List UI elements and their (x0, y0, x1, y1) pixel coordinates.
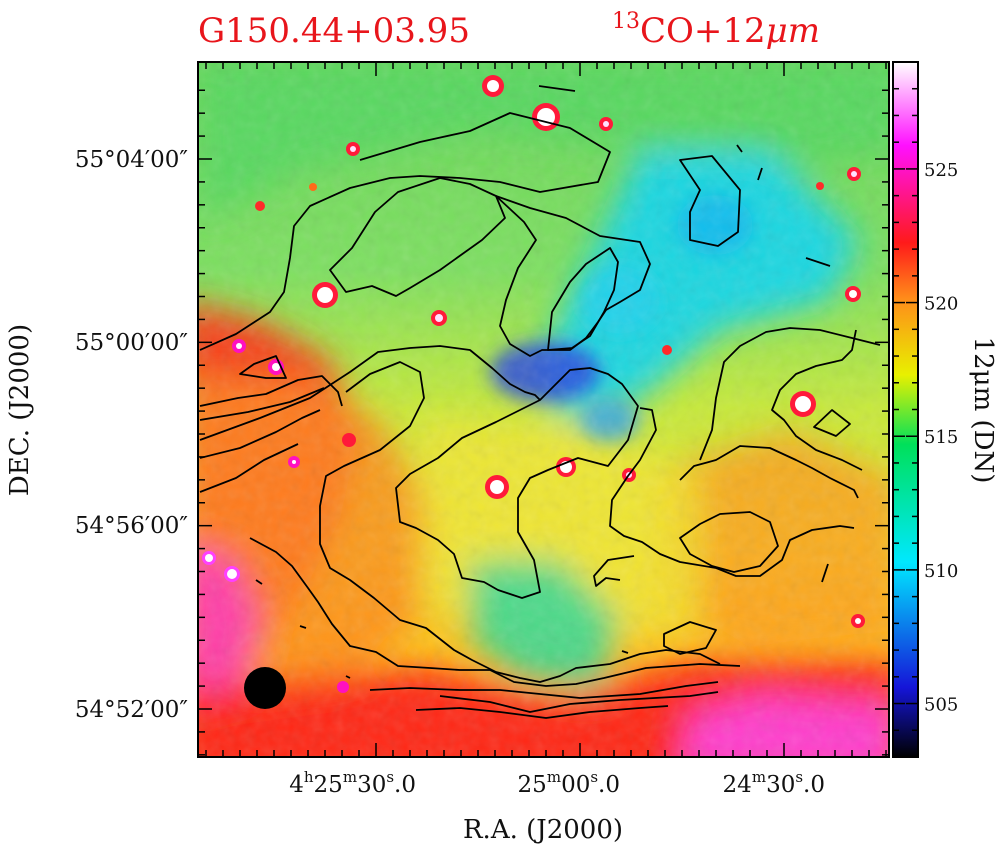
contour (199, 443, 299, 493)
image-panel (198, 62, 889, 757)
x-tick-unit: m (547, 768, 561, 786)
contour (736, 144, 763, 181)
y-tick-label: 55°00′00″ (75, 330, 189, 356)
title-unit: μm (766, 11, 820, 51)
contour (805, 257, 831, 267)
y-tick-label: 55°04′00″ (75, 147, 189, 173)
point-source-core (795, 396, 811, 412)
point-source-core (236, 343, 242, 349)
colorbar-label-text: 12μm (DN) (968, 337, 998, 484)
x-tick-labels: 4h25m30s.0 25m00s.0 24m30s.0 (289, 768, 825, 798)
contour (538, 85, 576, 92)
contour (199, 345, 639, 599)
contour (319, 361, 721, 683)
contour (593, 555, 635, 587)
colorbar-ticks: 505 510 515 520 525 (893, 61, 958, 758)
point-source (342, 433, 356, 447)
contour (199, 387, 325, 421)
point-source (662, 345, 672, 355)
contour (415, 705, 669, 719)
point-source (255, 201, 265, 211)
contour (679, 445, 859, 499)
contour (609, 407, 855, 577)
point-source-core (292, 460, 296, 464)
x-tick-unit: s (795, 768, 803, 786)
colorbar-tick-label: 525 (924, 160, 958, 181)
y-tick-label: 54°52′00″ (75, 697, 189, 723)
point-source-core (350, 146, 356, 152)
x-tick-unit: h (304, 768, 314, 786)
tick-marks (198, 62, 889, 757)
point-source (816, 182, 824, 190)
point-source-core (603, 121, 609, 127)
x-tick-label: 24m30s.0 (723, 768, 825, 798)
co-contours (199, 85, 881, 719)
x-tick-unit: m (752, 768, 766, 786)
colorbar-label: 12μm (DN) (968, 337, 998, 484)
colorbar-tick-label: 505 (924, 695, 958, 716)
point-sources (202, 75, 865, 693)
contour (199, 409, 321, 459)
x-tick-label: 4h25m30s.0 (289, 768, 416, 798)
x-tick-value: 4 (289, 772, 304, 798)
y-tick-labels: 55°04′00″ 55°00′00″ 54°56′00″ 54°52′00″ (75, 147, 189, 723)
x-tick-value: 25 (518, 772, 547, 798)
contour (621, 650, 629, 654)
image-grain (198, 62, 889, 757)
x-tick-value: 24 (723, 772, 752, 798)
plot-frame (197, 61, 890, 758)
contour (771, 329, 863, 471)
colorbar-tick-label: 520 (924, 294, 958, 315)
point-source-core (849, 290, 857, 298)
chart-title-right: 13CO+12μm (612, 9, 820, 51)
x-tick-label: 25m00s.0 (518, 768, 620, 798)
colorbar-tick-label: 515 (924, 427, 958, 448)
point-source-core (490, 480, 504, 494)
contour (679, 511, 779, 573)
x-tick-value: 25 (314, 772, 343, 798)
contour (547, 247, 619, 351)
colorbar-tick-label: 510 (924, 561, 958, 582)
point-source (337, 681, 349, 693)
contour (679, 155, 741, 247)
contour (329, 177, 506, 297)
point-source-core (435, 314, 443, 322)
point-source-core (317, 287, 333, 303)
contour (439, 691, 719, 713)
contour (369, 681, 719, 699)
contour (821, 563, 829, 583)
point-source-core (851, 171, 857, 177)
x-tick-value: .0 (598, 772, 620, 798)
contour (663, 621, 717, 655)
contour (199, 375, 343, 407)
contour (249, 537, 741, 687)
contour (699, 327, 881, 461)
x-tick-value: .0 (803, 772, 825, 798)
x-tick-unit: m (343, 768, 357, 786)
contour (813, 409, 851, 437)
point-source (309, 183, 317, 191)
y-axis-label: DEC. (J2000) (5, 324, 35, 496)
x-tick-unit: s (590, 768, 598, 786)
x-tick-unit: s (386, 768, 394, 786)
chart-title-left: G150.44+03.95 (198, 11, 470, 51)
point-source-core (855, 618, 861, 624)
point-source-core (272, 363, 280, 371)
contour (255, 579, 351, 679)
beam-circle (244, 667, 286, 709)
title-sup: 13 (612, 9, 640, 34)
x-tick-value: 00 (561, 772, 590, 798)
contour (239, 355, 287, 379)
y-tick-label: 54°56′00″ (75, 513, 189, 539)
contour (199, 112, 611, 351)
x-tick-value: 30 (357, 772, 386, 798)
x-axis-label: R.A. (J2000) (463, 815, 623, 845)
title-main: CO+12 (640, 11, 766, 51)
point-source-core (227, 569, 237, 579)
x-tick-value: 30 (766, 772, 795, 798)
point-source-core (205, 554, 213, 562)
point-source-core (487, 80, 499, 92)
x-tick-value: .0 (394, 772, 416, 798)
